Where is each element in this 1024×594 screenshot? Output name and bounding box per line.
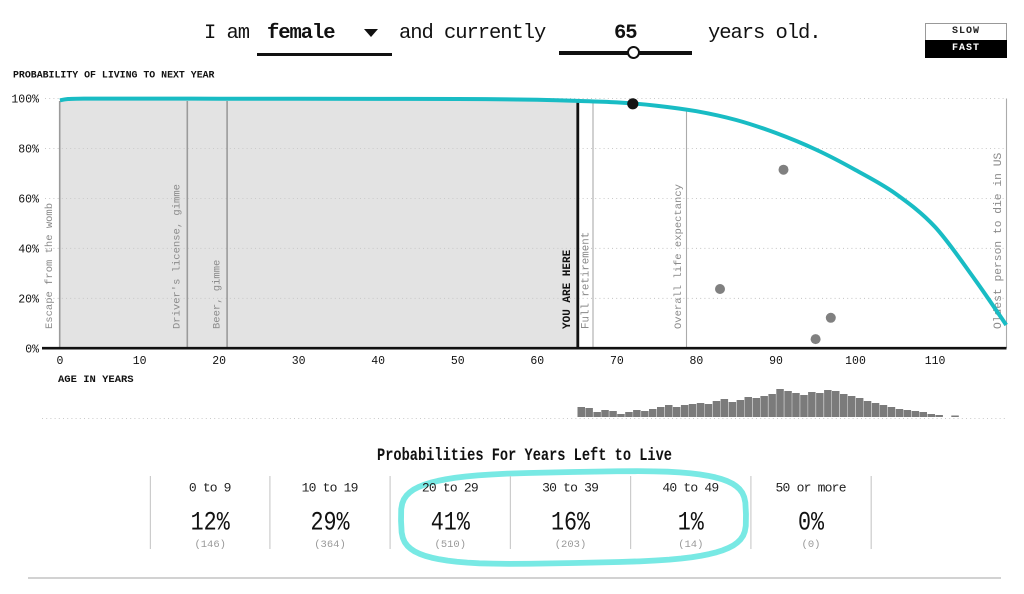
svg-text:30 to 39: 30 to 39 xyxy=(542,481,599,496)
svg-text:90: 90 xyxy=(769,355,783,368)
svg-text:Full retirement: Full retirement xyxy=(581,232,593,329)
svg-text:29%: 29% xyxy=(310,509,349,539)
svg-text:12%: 12% xyxy=(191,509,230,539)
svg-text:1%: 1% xyxy=(678,509,704,539)
svg-text:60%: 60% xyxy=(18,193,39,206)
svg-text:110: 110 xyxy=(925,355,946,368)
svg-text:AGE IN YEARS: AGE IN YEARS xyxy=(58,374,134,386)
svg-text:Probabilities For Years Left t: Probabilities For Years Left to Live xyxy=(377,445,672,465)
svg-text:100: 100 xyxy=(845,355,866,368)
svg-text:0 to 9: 0 to 9 xyxy=(189,481,232,496)
svg-text:60: 60 xyxy=(530,355,544,368)
svg-text:80: 80 xyxy=(689,355,703,368)
svg-text:(203): (203) xyxy=(555,539,587,551)
svg-text:20 to 29: 20 to 29 xyxy=(422,481,479,496)
svg-text:20: 20 xyxy=(212,355,226,368)
svg-text:20%: 20% xyxy=(18,293,39,306)
svg-text:(14): (14) xyxy=(678,539,703,551)
svg-text:(146): (146) xyxy=(194,539,226,551)
svg-text:YOU ARE HERE: YOU ARE HERE xyxy=(562,249,574,329)
svg-text:Escape from the womb: Escape from the womb xyxy=(44,203,56,329)
svg-text:16%: 16% xyxy=(551,509,590,539)
svg-text:41%: 41% xyxy=(431,509,470,539)
svg-text:100%: 100% xyxy=(11,93,39,106)
svg-text:(0): (0) xyxy=(802,539,821,551)
svg-text:70: 70 xyxy=(610,355,624,368)
svg-text:Beer, gimme: Beer, gimme xyxy=(212,260,224,329)
svg-text:0%: 0% xyxy=(25,343,39,356)
svg-text:30: 30 xyxy=(292,355,306,368)
svg-text:40: 40 xyxy=(371,355,385,368)
svg-text:50 or more: 50 or more xyxy=(776,481,847,496)
svg-text:Driver's license, gimme: Driver's license, gimme xyxy=(172,184,184,329)
svg-text:40 to 49: 40 to 49 xyxy=(662,481,719,496)
svg-text:(364): (364) xyxy=(314,539,346,551)
svg-text:0%: 0% xyxy=(798,509,824,539)
svg-text:(510): (510) xyxy=(435,539,467,551)
svg-text:40%: 40% xyxy=(18,243,39,256)
svg-text:Overall life expectancy: Overall life expectancy xyxy=(673,184,685,329)
svg-text:80%: 80% xyxy=(18,143,39,156)
svg-text:10 to 19: 10 to 19 xyxy=(302,481,359,496)
svg-text:PROBABILITY OF LIVING TO NEXT: PROBABILITY OF LIVING TO NEXT YEAR xyxy=(13,70,215,81)
svg-text:10: 10 xyxy=(133,355,147,368)
svg-text:Oldest person to die in US: Oldest person to die in US xyxy=(993,153,1005,329)
svg-text:0: 0 xyxy=(57,355,64,368)
svg-text:50: 50 xyxy=(451,355,465,368)
